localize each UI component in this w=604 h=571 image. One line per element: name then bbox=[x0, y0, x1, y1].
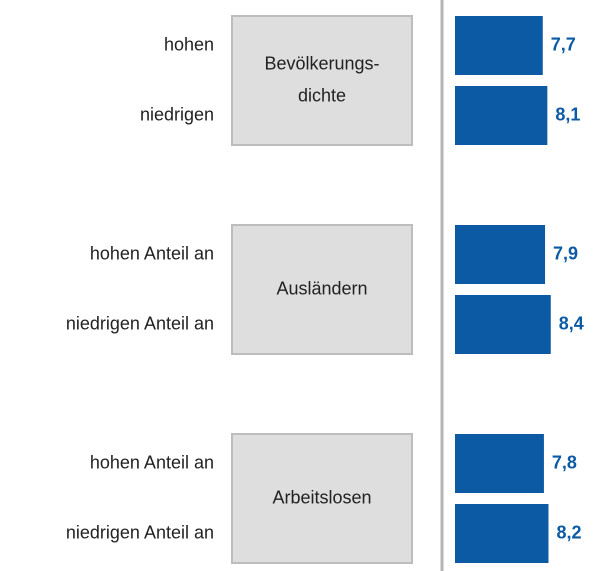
value-label: 7,9 bbox=[553, 243, 578, 263]
row-label: hohen Anteil an bbox=[90, 452, 214, 472]
group-label: dichte bbox=[298, 85, 346, 105]
bar bbox=[455, 86, 548, 145]
row-label: hohen bbox=[164, 34, 214, 54]
group-label: Arbeitslosen bbox=[272, 487, 371, 507]
bar bbox=[455, 225, 546, 284]
row-label: niedrigen bbox=[140, 104, 214, 124]
row-label: niedrigen Anteil an bbox=[66, 313, 214, 333]
value-label: 7,7 bbox=[551, 34, 576, 54]
group-box bbox=[231, 15, 413, 146]
value-label: 8,4 bbox=[559, 313, 584, 333]
group-box bbox=[231, 224, 413, 355]
bar bbox=[455, 295, 551, 354]
bar bbox=[455, 504, 549, 563]
value-label: 8,1 bbox=[555, 104, 580, 124]
group-box bbox=[231, 433, 413, 564]
value-label: 7,8 bbox=[552, 452, 577, 472]
value-label: 8,2 bbox=[556, 522, 581, 542]
row-label: hohen Anteil an bbox=[90, 243, 214, 263]
group-label: Ausländern bbox=[276, 278, 367, 298]
bar bbox=[455, 434, 544, 493]
row-label: niedrigen Anteil an bbox=[66, 522, 214, 542]
group-label: Bevölkerungs- bbox=[264, 53, 379, 73]
bar bbox=[455, 16, 543, 75]
